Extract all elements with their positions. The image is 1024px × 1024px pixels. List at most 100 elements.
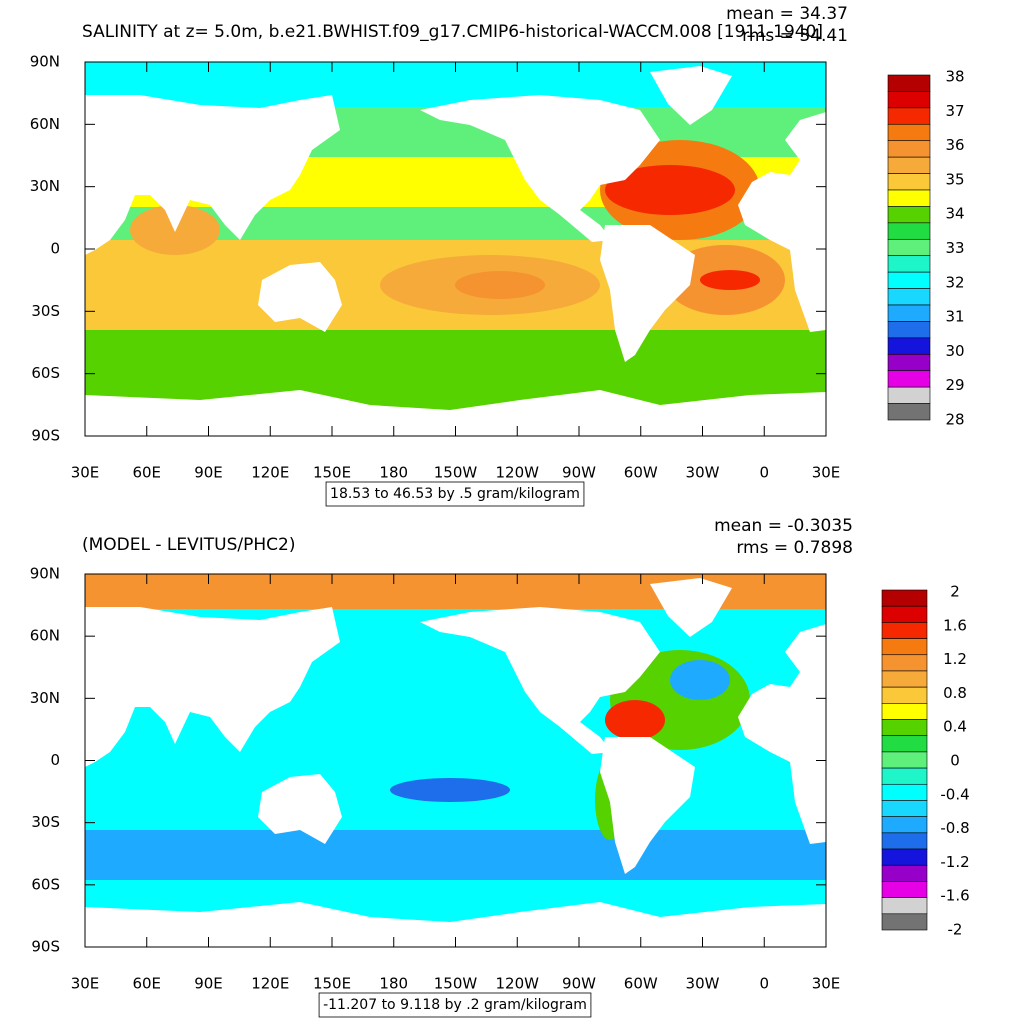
- lat-label: 60N: [30, 627, 60, 645]
- lat-label: 90S: [31, 938, 60, 956]
- colorbar-box: [887, 353, 931, 372]
- difference-field: [85, 574, 826, 947]
- colorbar-label: -1.6: [940, 887, 969, 905]
- colorbar-box: [887, 123, 931, 142]
- colorbar-box: [887, 386, 931, 404]
- colorbar-box: [881, 670, 928, 688]
- colorbar-box: [887, 337, 931, 355]
- colorbar-box: [881, 816, 928, 834]
- colorbar-label: 2: [950, 583, 960, 601]
- lat-label: 30S: [31, 302, 60, 320]
- lon-label: 0: [759, 975, 769, 993]
- colorbar-label: -2: [948, 921, 963, 939]
- colorbar-box: [887, 238, 931, 257]
- colorbar-label: 0.4: [943, 718, 967, 736]
- salinity-field: [85, 62, 826, 436]
- lon-label: 30E: [71, 975, 100, 993]
- lon-label: 180: [379, 464, 408, 482]
- colorbar-label: 0.8: [943, 684, 967, 702]
- colorbar-box: [881, 767, 928, 785]
- colorbar-box: [887, 222, 931, 240]
- colorbar-box: [881, 800, 928, 817]
- colorbar-label: 0: [950, 752, 960, 770]
- colorbar-label: 31: [945, 308, 964, 326]
- colorbar-box: [881, 735, 928, 753]
- colorbar-box: [881, 848, 928, 866]
- colorbar-label: 36: [945, 136, 964, 154]
- lat-label: 90S: [31, 427, 60, 445]
- lat-label: 30N: [30, 689, 60, 707]
- lat-label: 0: [50, 751, 60, 769]
- lon-label: 60W: [624, 975, 658, 993]
- colorbar-label: 1.2: [943, 650, 967, 668]
- colorbar-box: [881, 864, 928, 882]
- lon-label: 30E: [812, 975, 841, 993]
- panel-title: SALINITY at z= 5.0m, b.e21.BWHIST.f09_g1…: [82, 22, 823, 42]
- lon-label: 30W: [686, 464, 720, 482]
- colorbar-box: [887, 255, 931, 273]
- lon-label: 60E: [132, 975, 161, 993]
- colorbar-box: [881, 654, 928, 672]
- lat-label: 0: [50, 240, 60, 258]
- lon-label: 90W: [562, 464, 596, 482]
- lon-label: 120W: [496, 975, 540, 993]
- colorbar-label: 37: [945, 102, 964, 120]
- lon-label: 90E: [194, 464, 223, 482]
- stat-label: rms = 34.41: [742, 26, 848, 46]
- lon-label: 150E: [313, 464, 351, 482]
- lon-label: 120E: [251, 464, 289, 482]
- colorbar-box: [887, 189, 931, 207]
- colorbar-box: [881, 783, 928, 801]
- contour-info: -11.207 to 9.118 by .2 gram/kilogram: [323, 997, 587, 1013]
- colorbar-box: [887, 91, 931, 109]
- colorbar-box: [881, 638, 928, 656]
- lon-label: 150W: [434, 975, 478, 993]
- lon-label: 60E: [132, 464, 161, 482]
- colorbar-box: [887, 140, 931, 158]
- colorbar-label: -0.8: [940, 819, 969, 837]
- colorbar-box: [887, 107, 931, 125]
- info-box: [325, 481, 585, 507]
- colorbar-box: [881, 751, 928, 769]
- lon-label: 30E: [71, 464, 100, 482]
- colorbar-box: [881, 719, 928, 737]
- colorbar-box: [887, 156, 931, 174]
- lat-label: 30S: [31, 813, 60, 831]
- colorbar-box: [887, 321, 931, 339]
- colorbar-box: [881, 913, 928, 931]
- colorbar-box: [881, 589, 928, 607]
- lon-label: 90W: [562, 975, 596, 993]
- colorbar-box: [881, 881, 928, 898]
- lat-label: 60S: [31, 875, 60, 893]
- colorbar-label: 34: [945, 205, 964, 223]
- info-box: [318, 992, 592, 1018]
- colorbar-box: [887, 370, 931, 388]
- colorbar-label: 1.6: [943, 616, 967, 634]
- colorbar-box: [887, 304, 931, 322]
- colorbar-box: [887, 288, 931, 306]
- lon-label: 180: [379, 975, 408, 993]
- colorbar-label: 30: [945, 342, 964, 360]
- lat-label: 90N: [30, 53, 60, 71]
- lon-label: 60W: [624, 464, 658, 482]
- colorbar-box: [881, 832, 928, 850]
- colorbar-label: 33: [945, 239, 964, 257]
- colorbar-label: 35: [945, 170, 964, 188]
- colorbar-label: 28: [945, 411, 964, 429]
- lon-label: 150W: [434, 464, 478, 482]
- lon-label: 0: [759, 464, 769, 482]
- colorbar-label: -0.4: [940, 785, 969, 803]
- colorbar-box: [881, 605, 928, 623]
- stat-label: mean = -0.3035: [714, 516, 853, 536]
- colorbar-box: [881, 686, 928, 704]
- contour-info: 18.53 to 46.53 by .5 gram/kilogram: [330, 486, 580, 502]
- colorbar-label: 29: [945, 376, 964, 394]
- colorbar-label: 38: [945, 68, 964, 86]
- lat-label: 60S: [31, 364, 60, 382]
- lon-label: 30E: [812, 464, 841, 482]
- colorbar-box: [881, 622, 928, 639]
- lat-label: 30N: [30, 177, 60, 195]
